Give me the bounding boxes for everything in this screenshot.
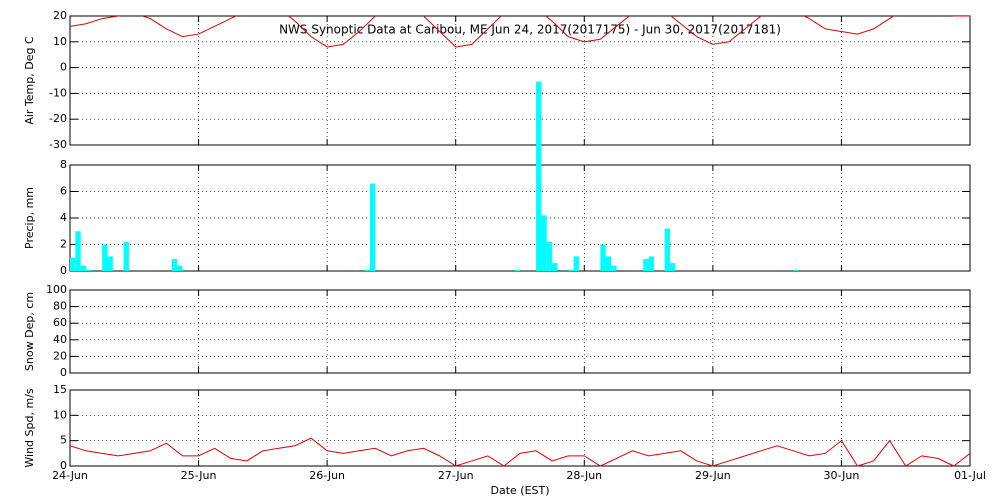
bar bbox=[123, 241, 129, 271]
x-tick-label: 28-Jun bbox=[566, 469, 602, 482]
bar bbox=[541, 215, 547, 271]
y-tick-label: 60 bbox=[53, 316, 67, 329]
bar bbox=[364, 269, 370, 271]
plot-frame bbox=[69, 15, 971, 146]
bar bbox=[536, 81, 542, 272]
plot-frame bbox=[69, 389, 971, 467]
y-tick-label: 0 bbox=[60, 366, 67, 379]
y-tick-label: 20 bbox=[53, 349, 67, 362]
x-tick-label: 25-Jun bbox=[181, 469, 217, 482]
bar bbox=[552, 263, 558, 271]
bar bbox=[370, 183, 376, 271]
data-line bbox=[70, 16, 970, 48]
y-tick-label: 0 bbox=[60, 264, 67, 277]
plot-frame bbox=[69, 289, 971, 374]
y-tick-label: 40 bbox=[53, 333, 67, 346]
x-axis-label: Date (EST) bbox=[490, 484, 549, 497]
bar bbox=[514, 269, 520, 271]
bar bbox=[546, 241, 553, 271]
y-tick-label: 15 bbox=[53, 383, 67, 396]
y-tick-label: -20 bbox=[49, 112, 67, 125]
y-axis-label: Wind Spd, m/s bbox=[23, 388, 36, 468]
bar bbox=[648, 256, 654, 271]
bar bbox=[107, 256, 113, 271]
bar bbox=[102, 244, 108, 271]
y-tick-label: 2 bbox=[60, 238, 67, 251]
y-axis-label: Air Temp, Deg C bbox=[23, 36, 36, 125]
y-tick-label: 80 bbox=[53, 300, 67, 313]
bar bbox=[86, 269, 92, 271]
y-tick-label: 20 bbox=[53, 9, 67, 22]
data-line bbox=[69, 437, 971, 467]
bar bbox=[75, 231, 81, 271]
bar bbox=[664, 228, 670, 271]
x-tick-label: 24-Jun bbox=[52, 469, 88, 482]
bar bbox=[573, 256, 579, 271]
y-tick-label: 100 bbox=[46, 283, 67, 296]
bar bbox=[80, 265, 87, 271]
y-tick-label: 0 bbox=[60, 459, 67, 472]
x-tick-label: 26-Jun bbox=[309, 469, 345, 482]
bar bbox=[643, 259, 649, 271]
bar bbox=[605, 256, 612, 271]
y-tick-label: 4 bbox=[60, 211, 67, 224]
chart-title: NWS Synoptic Data at Caribou, ME Jun 24,… bbox=[279, 23, 781, 37]
y-tick-label: -30 bbox=[49, 138, 67, 151]
y-tick-label: -10 bbox=[49, 86, 67, 99]
x-tick-label: 01-Jul bbox=[954, 469, 986, 482]
bar bbox=[171, 259, 178, 271]
bar bbox=[670, 263, 676, 271]
x-tick-label: 30-Jun bbox=[824, 469, 860, 482]
bar bbox=[568, 269, 574, 271]
bar bbox=[70, 257, 76, 271]
y-tick-label: 0 bbox=[60, 61, 67, 74]
y-tick-label: 10 bbox=[53, 408, 67, 421]
y-tick-label: 10 bbox=[53, 35, 67, 48]
bar bbox=[793, 269, 799, 271]
y-tick-label: 6 bbox=[60, 185, 67, 198]
x-tick-label: 29-Jun bbox=[695, 469, 731, 482]
y-axis-label: Snow Dep, cm bbox=[23, 292, 36, 371]
bar bbox=[611, 265, 617, 271]
y-axis-label: Precip, mm bbox=[23, 187, 36, 249]
bar bbox=[177, 265, 183, 271]
bar bbox=[600, 244, 606, 271]
y-tick-label: 5 bbox=[60, 434, 67, 447]
x-tick-label: 27-Jun bbox=[438, 469, 474, 482]
y-tick-label: 8 bbox=[60, 158, 67, 171]
